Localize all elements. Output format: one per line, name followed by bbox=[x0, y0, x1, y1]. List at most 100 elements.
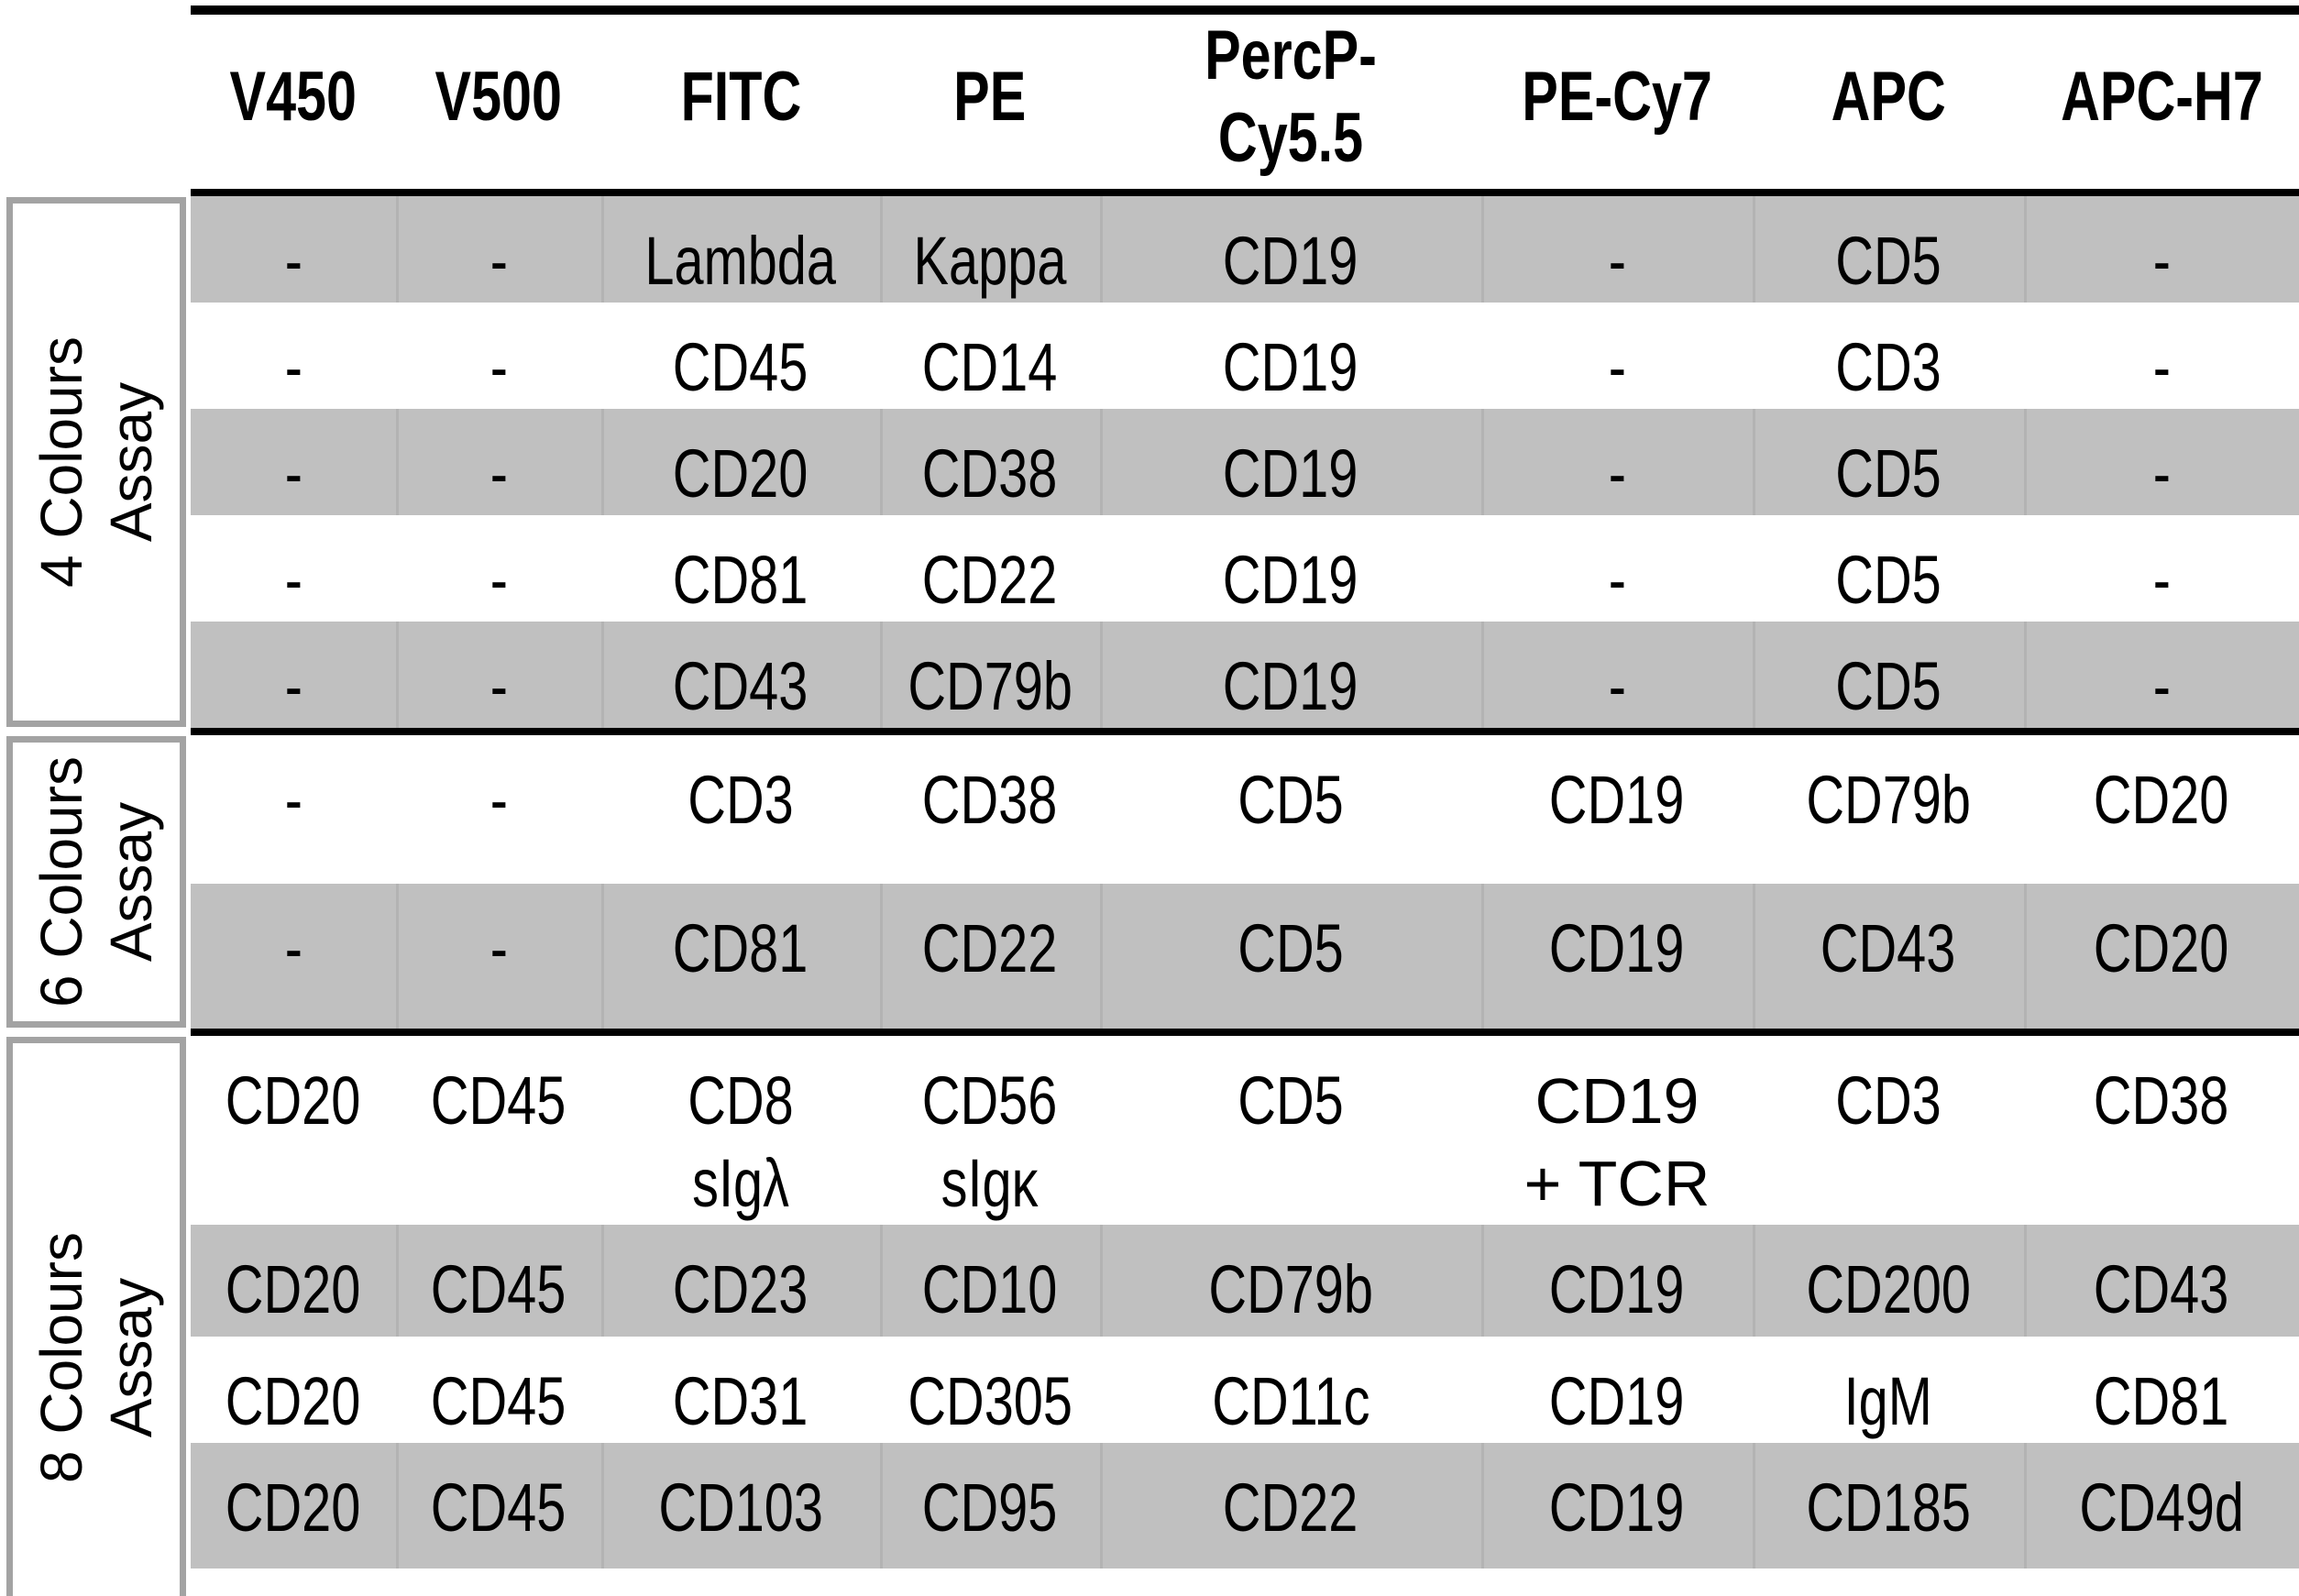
cell-value: CD3 bbox=[688, 762, 794, 838]
panel-cell: - bbox=[191, 622, 396, 735]
group-label-text: 8 Colours Assay bbox=[28, 1232, 164, 1483]
column-header-apc-h7: APC-H7 bbox=[2024, 6, 2299, 196]
cell-value: CD43 bbox=[1820, 910, 1956, 986]
cell-value: CD11c bbox=[1211, 1363, 1370, 1439]
column-header-label: APC bbox=[1831, 58, 1946, 136]
panel-cell: CD5 bbox=[1753, 515, 2024, 622]
panel-cell: CD19 bbox=[1100, 622, 1481, 735]
table-row: 4 Colours Assay - - Lambda Kappa CD19 - … bbox=[0, 193, 2299, 732]
panel-cell: CD20 bbox=[191, 1568, 396, 1596]
panel-cell: CD5 bbox=[1753, 622, 2024, 735]
panel-cell: CD45 bbox=[396, 1443, 601, 1568]
cell-value: CD5 bbox=[1835, 648, 1942, 724]
cell-value: Kappa bbox=[913, 223, 1067, 299]
cell-value: - bbox=[284, 648, 302, 724]
panel-cell: CD19 bbox=[1481, 1337, 1753, 1443]
cell-value: CD19 bbox=[1549, 1469, 1685, 1546]
panel-cell: - bbox=[2024, 193, 2299, 303]
cell-value: - bbox=[284, 329, 302, 405]
column-header-percp-cy55: PercP-Cy5.5 bbox=[1100, 6, 1481, 196]
table-row: 8 Colours Assay CD20 CD45 CD8 sIgλ CD56 … bbox=[0, 1032, 2299, 1596]
panel-cell: - bbox=[1481, 193, 1753, 303]
panel-cell: CD45 bbox=[396, 1225, 601, 1337]
panel-cell: - bbox=[191, 732, 396, 884]
panel-cell: CD22 bbox=[880, 884, 1100, 1036]
table-row: - - CD81 CD22 CD19 - CD5 - bbox=[0, 515, 2299, 622]
panel-cell: - bbox=[396, 884, 601, 1036]
panel-cell: CD20 bbox=[191, 1032, 396, 1225]
cell-value: CD3 bbox=[1835, 1062, 1942, 1139]
cell-value: CD45 bbox=[431, 1469, 566, 1546]
cell-value: - bbox=[2152, 542, 2171, 618]
panel-cell: CD79b bbox=[1753, 732, 2024, 884]
cell-value: CD31 bbox=[673, 1363, 808, 1439]
cell-value: CD19 bbox=[1223, 435, 1358, 512]
panel-cell: - bbox=[396, 622, 601, 735]
panel-cell: - bbox=[191, 409, 396, 515]
panel-cell: CD38 bbox=[2024, 1032, 2299, 1225]
cell-value: CD81 bbox=[673, 910, 808, 986]
panel-cell: CD20 bbox=[601, 409, 880, 515]
panel-cell: Lambda bbox=[601, 193, 880, 303]
table-row: CD20 CD45 CD103 CD95 CD22 CD19 CD185 CD4… bbox=[0, 1443, 2299, 1568]
cell-value: - bbox=[2152, 648, 2171, 724]
cell-value: - bbox=[2152, 1592, 2170, 1596]
panel-cell: - bbox=[396, 732, 601, 884]
panel-cell: CD31 bbox=[601, 1337, 880, 1443]
column-header-pe-cy7: PE-Cy7 bbox=[1481, 6, 1753, 196]
cell-value: CD45 bbox=[431, 1062, 566, 1139]
cell-value: CD19 bbox=[1549, 1251, 1685, 1327]
cell-value: CD3 bbox=[1835, 329, 1942, 405]
panel-cell: CD5 bbox=[1100, 884, 1481, 1036]
cell-value: - bbox=[284, 762, 302, 838]
column-header-label: APC-H7 bbox=[2060, 58, 2263, 136]
panel-cell: CD23 bbox=[601, 1225, 880, 1337]
cell-value: CD38 bbox=[922, 435, 1058, 512]
column-header-label: PercP-Cy5.5 bbox=[1204, 17, 1377, 177]
table-row: - - CD45 CD14 CD19 - CD3 - bbox=[0, 303, 2299, 409]
cell-value: CD22 bbox=[922, 910, 1058, 986]
table-row: 6 Colours Assay - - CD3 CD38 CD5 CD19 CD… bbox=[0, 732, 2299, 1032]
panel-cell: - bbox=[396, 193, 601, 303]
cell-value: CD20 bbox=[226, 1062, 361, 1139]
panel-cell: CD45 bbox=[396, 1337, 601, 1443]
panel-cell: - bbox=[191, 193, 396, 303]
cell-value: CD185 bbox=[1806, 1469, 1971, 1546]
antibody-panel-table: V450 V500 FITC PE PercP-Cy5.5 PE-Cy7 APC… bbox=[0, 6, 2299, 1596]
cell-value: - bbox=[1608, 542, 1626, 618]
table-row: - - CD43 CD79b CD19 - CD5 - bbox=[0, 622, 2299, 735]
panel-cell: CD10 bbox=[880, 1225, 1100, 1337]
panel-cell: CD5 bbox=[1753, 409, 2024, 515]
cell-value: CD19 bbox=[1223, 542, 1358, 618]
cell-value: CD5 bbox=[1835, 223, 1942, 299]
group-label-8-colours-assay: 8 Colours Assay bbox=[0, 1032, 191, 1596]
panel-cell: Kappa bbox=[880, 193, 1100, 303]
cell-value: CD20 bbox=[226, 1251, 361, 1327]
cell-value: CD79b bbox=[908, 648, 1072, 724]
cell-value: - bbox=[2152, 223, 2171, 299]
cell-value: CD20 bbox=[226, 1592, 361, 1596]
panel-cell: CD19 bbox=[1100, 515, 1481, 622]
panel-cell: - bbox=[1481, 303, 1753, 409]
cell-value: CD45 bbox=[431, 1592, 566, 1596]
cell-value: CD49d bbox=[2079, 1469, 2244, 1546]
group-label-box: 6 Colours Assay bbox=[6, 736, 186, 1028]
column-header-label: PE bbox=[953, 58, 1027, 136]
panel-cell: CD5 bbox=[1753, 193, 2024, 303]
cell-value: CD81 bbox=[2094, 1363, 2229, 1439]
column-header-apc: APC bbox=[1753, 6, 2024, 196]
panel-cell: CD19 bbox=[1481, 1568, 1753, 1596]
cell-value: CD5 bbox=[1238, 910, 1344, 986]
panel-cell: - bbox=[2024, 622, 2299, 735]
cell-value: CD38 bbox=[2094, 1062, 2229, 1139]
column-header-v500: V500 bbox=[396, 6, 601, 196]
panel-cell: - bbox=[191, 884, 396, 1036]
cell-value: CD305 bbox=[908, 1363, 1072, 1439]
panel-cell: CD8 sIgλ bbox=[601, 1032, 880, 1225]
panel-cell: - bbox=[1481, 622, 1753, 735]
cell-value: CD20 bbox=[226, 1469, 361, 1546]
cell-value: CD45 bbox=[673, 329, 808, 405]
panel-cell: CD22 bbox=[1100, 1443, 1481, 1568]
column-header-label: FITC bbox=[680, 58, 801, 136]
panel-cell: - bbox=[1481, 409, 1753, 515]
